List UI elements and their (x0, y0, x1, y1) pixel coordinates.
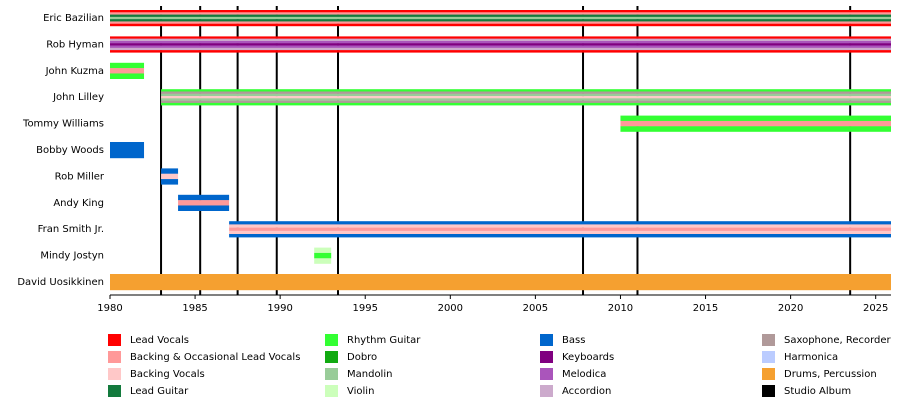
member-label: Bobby Woods (36, 145, 104, 156)
legend-swatch (540, 351, 553, 363)
role-stripe (110, 12, 891, 15)
role-stripe (229, 221, 891, 225)
member-label: David Uosikkinen (17, 277, 104, 288)
role-stripe (161, 91, 891, 94)
role-stripe (110, 45, 891, 49)
x-tick-label: 1985 (182, 303, 207, 314)
legend-swatch (762, 385, 775, 397)
role-stripe (110, 21, 891, 24)
role-stripe (178, 194, 230, 201)
legend-swatch (108, 334, 121, 346)
member-label: Andy King (53, 198, 104, 209)
x-tick-label: 1995 (353, 303, 378, 314)
legend-swatch (762, 351, 775, 363)
legend-swatch (108, 368, 121, 380)
role-stripe (314, 247, 332, 254)
legend-label: Rhythm Guitar (347, 335, 421, 346)
legend-label: Backing Vocals (130, 369, 205, 380)
role-stripe (110, 142, 145, 159)
legend-swatch (762, 368, 775, 380)
role-stripe (161, 93, 891, 97)
role-stripe (110, 274, 891, 291)
role-stripe (229, 224, 891, 228)
member-label: Rob Hyman (46, 39, 104, 50)
role-stripe (110, 23, 891, 27)
role-stripe (110, 14, 891, 18)
x-tick-label: 1990 (267, 303, 292, 314)
x-tick-label: 2020 (778, 303, 803, 314)
role-stripe (110, 10, 891, 13)
legend-swatch (762, 334, 775, 346)
legend-swatch (108, 385, 121, 397)
legend-label: Melodica (562, 369, 606, 380)
legend-label: Dobro (347, 352, 377, 363)
x-tick-label: 2010 (608, 303, 633, 314)
x-tick-label: 1980 (97, 303, 122, 314)
x-tick-label: 2015 (693, 303, 718, 314)
legend-swatch (540, 385, 553, 397)
legend-label: Lead Guitar (130, 386, 189, 397)
role-stripe (110, 47, 891, 51)
role-stripe (110, 16, 891, 20)
role-stripe (178, 205, 230, 211)
legend-label: Studio Album (784, 386, 851, 397)
role-stripe (178, 200, 230, 206)
role-stripe (110, 38, 891, 42)
legend-label: Bass (562, 335, 585, 346)
role-stripe (229, 227, 891, 231)
role-stripe (314, 252, 332, 259)
role-stripe (314, 258, 332, 264)
x-tick-label: 2000 (438, 303, 463, 314)
member-label: John Lilley (52, 92, 104, 103)
role-stripe (161, 89, 891, 92)
role-stripe (229, 230, 891, 235)
legend-label: Accordion (562, 386, 611, 397)
legend-swatch (540, 368, 553, 380)
legend-swatch (108, 351, 121, 363)
role-stripe (110, 68, 145, 74)
role-stripe (161, 98, 891, 101)
legend-label: Lead Vocals (130, 335, 189, 346)
legend-label: Violin (347, 386, 374, 397)
legend-swatch (325, 368, 338, 380)
legend-swatch (325, 334, 338, 346)
legend-swatch (325, 351, 338, 363)
role-stripe (110, 43, 891, 46)
legend-label: Harmonica (784, 352, 838, 363)
legend-label: Backing & Occasional Lead Vocals (130, 352, 300, 363)
role-stripe (110, 73, 145, 79)
member-label: Fran Smith Jr. (38, 224, 104, 235)
legend-label: Saxophone, Recorder (784, 335, 892, 346)
role-stripe (110, 19, 891, 22)
role-stripe (110, 62, 145, 69)
member-label: John Kuzma (45, 66, 104, 77)
member-label: Eric Bazilian (43, 13, 104, 24)
role-stripe (620, 126, 891, 132)
legend-label: Mandolin (347, 369, 392, 380)
role-stripe (229, 234, 891, 238)
role-stripe (161, 173, 179, 180)
role-stripe (110, 40, 891, 44)
x-tick-label: 2025 (863, 303, 888, 314)
role-stripe (161, 168, 179, 174)
member-label: Rob Miller (55, 171, 105, 182)
role-stripe (620, 120, 891, 127)
role-stripe (161, 179, 179, 185)
legend-swatch (540, 334, 553, 346)
role-stripe (110, 50, 891, 53)
role-stripe (110, 36, 891, 39)
role-stripe (161, 102, 891, 106)
member-label: Tommy Williams (22, 119, 104, 130)
role-stripe (161, 96, 891, 99)
legend-swatch (325, 385, 338, 397)
role-stripe (620, 115, 891, 122)
legend-label: Drums, Percussion (784, 369, 877, 380)
role-stripe (161, 100, 891, 104)
member-label: Mindy Jostyn (40, 251, 104, 262)
legend-label: Keyboards (562, 352, 614, 363)
x-tick-label: 2005 (523, 303, 548, 314)
